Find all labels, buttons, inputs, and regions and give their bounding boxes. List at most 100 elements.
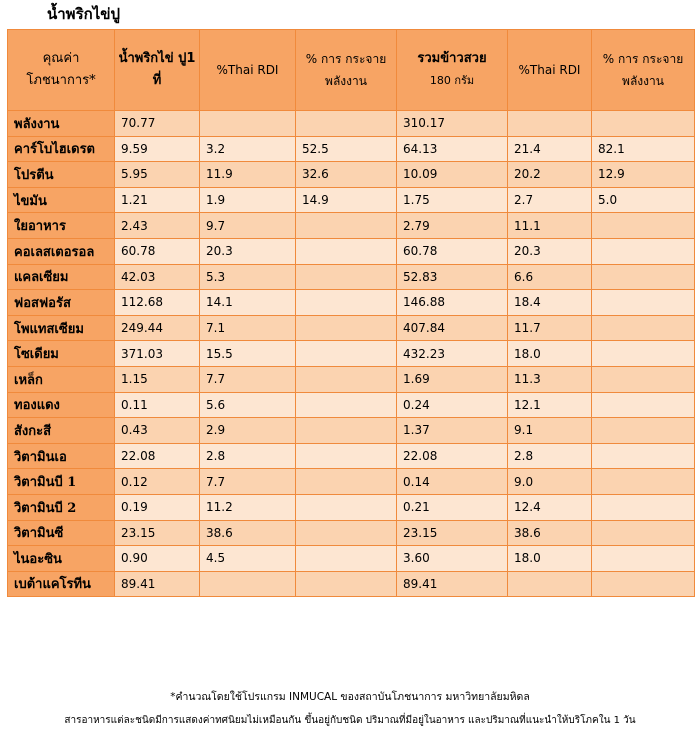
cell-food-value: 9.59 bbox=[114, 135, 200, 163]
cell-with-rice-value: 64.13 bbox=[396, 135, 508, 163]
cell-thai-rdi-1: 4.5 bbox=[199, 545, 296, 572]
cell-thai-rdi-1: 38.6 bbox=[199, 519, 296, 547]
cell-food-value: 42.03 bbox=[114, 263, 200, 291]
cell-thai-rdi-1: 9.7 bbox=[199, 212, 296, 239]
table-row: วิตามินเอ 22.08 2.8 22.08 2.8 bbox=[7, 442, 695, 470]
cell-thai-rdi-2: 21.4 bbox=[507, 135, 592, 163]
cell-with-rice-value: 0.24 bbox=[396, 391, 508, 419]
cell-food-value: 70.77 bbox=[114, 110, 200, 137]
header-energy-distribution-1: % การ กระจาย พลังงาน bbox=[295, 29, 397, 111]
cell-energy-dist-2 bbox=[591, 442, 695, 470]
table-row: คอเลสเตอรอล 60.78 20.3 60.78 20.3 bbox=[7, 237, 695, 265]
cell-energy-dist-1 bbox=[295, 417, 397, 444]
header-thai-rdi-2: %Thai RDI bbox=[507, 29, 592, 111]
cell-energy-dist-2 bbox=[591, 314, 695, 342]
cell-food-value: 23.15 bbox=[114, 519, 200, 547]
table-row: ไนอะซิน 0.90 4.5 3.60 18.0 bbox=[7, 545, 695, 572]
cell-nutrient-name: โพแทสเซียม bbox=[7, 314, 115, 342]
cell-thai-rdi-2: 18.0 bbox=[507, 340, 592, 367]
cell-thai-rdi-2: 11.1 bbox=[507, 212, 592, 239]
cell-with-rice-value: 1.69 bbox=[396, 365, 508, 393]
cell-energy-dist-1: 32.6 bbox=[295, 161, 397, 188]
cell-energy-dist-1 bbox=[295, 314, 397, 342]
cell-thai-rdi-1: 7.1 bbox=[199, 314, 296, 342]
cell-thai-rdi-1: 15.5 bbox=[199, 340, 296, 367]
cell-thai-rdi-2: 12.1 bbox=[507, 391, 592, 419]
cell-nutrient-name: ไขมัน bbox=[7, 186, 115, 214]
cell-energy-dist-1 bbox=[295, 391, 397, 419]
cell-energy-dist-2 bbox=[591, 212, 695, 239]
cell-energy-dist-1 bbox=[295, 365, 397, 393]
cell-thai-rdi-2: 38.6 bbox=[507, 519, 592, 547]
cell-nutrient-name: สังกะสี bbox=[7, 417, 115, 444]
cell-with-rice-value: 0.14 bbox=[396, 468, 508, 495]
header-thai-rdi-1: %Thai RDI bbox=[199, 29, 296, 111]
cell-food-value: 22.08 bbox=[114, 442, 200, 470]
cell-energy-dist-1 bbox=[295, 340, 397, 367]
cell-energy-dist-1 bbox=[295, 110, 397, 137]
table-row: ไขมัน 1.21 1.9 14.9 1.75 2.7 5.0 bbox=[7, 186, 695, 214]
cell-thai-rdi-2: 18.4 bbox=[507, 289, 592, 316]
cell-nutrient-name: ฟอสฟอรัส bbox=[7, 289, 115, 316]
cell-energy-dist-1 bbox=[295, 442, 397, 470]
table-row: แคลเซียม 42.03 5.3 52.83 6.6 bbox=[7, 263, 695, 291]
cell-food-value: 112.68 bbox=[114, 289, 200, 316]
cell-nutrient-name: โซเดียม bbox=[7, 340, 115, 367]
header-with-rice-amount: 180 กรัม bbox=[429, 74, 475, 87]
cell-thai-rdi-2: 18.0 bbox=[507, 545, 592, 572]
table-row: เบต้าแคโรทีน 89.41 89.41 bbox=[7, 570, 695, 598]
cell-thai-rdi-1: 11.9 bbox=[199, 161, 296, 188]
cell-with-rice-value: 52.83 bbox=[396, 263, 508, 291]
cell-energy-dist-2 bbox=[591, 340, 695, 367]
cell-thai-rdi-2: 12.4 bbox=[507, 493, 592, 521]
cell-thai-rdi-1: 7.7 bbox=[199, 365, 296, 393]
cell-energy-dist-2 bbox=[591, 493, 695, 521]
cell-food-value: 249.44 bbox=[114, 314, 200, 342]
table-row: วิตามินบี 2 0.19 11.2 0.21 12.4 bbox=[7, 493, 695, 521]
cell-energy-dist-1 bbox=[295, 570, 397, 598]
cell-nutrient-name: แคลเซียม bbox=[7, 263, 115, 291]
page-title: น้ำพริกไข่ปู bbox=[47, 5, 121, 23]
cell-nutrient-name: ทองแดง bbox=[7, 391, 115, 419]
cell-with-rice-value: 22.08 bbox=[396, 442, 508, 470]
cell-energy-dist-2 bbox=[591, 289, 695, 316]
cell-thai-rdi-1 bbox=[199, 570, 296, 598]
footnote-source: *คำนวณโดยใช้โปรแกรม INMUCAL ของสถาบันโภช… bbox=[170, 691, 530, 703]
cell-energy-dist-1 bbox=[295, 519, 397, 547]
cell-with-rice-value: 1.37 bbox=[396, 417, 508, 444]
cell-thai-rdi-2: 9.0 bbox=[507, 468, 592, 495]
cell-with-rice-value: 407.84 bbox=[396, 314, 508, 342]
cell-thai-rdi-2 bbox=[507, 110, 592, 137]
cell-nutrient-name: เบต้าแคโรทีน bbox=[7, 570, 115, 598]
cell-energy-dist-2 bbox=[591, 365, 695, 393]
table-row: ฟอสฟอรัส 112.68 14.1 146.88 18.4 bbox=[7, 289, 695, 316]
table-row: โปรตีน 5.95 11.9 32.6 10.09 20.2 12.9 bbox=[7, 161, 695, 188]
cell-energy-dist-2: 5.0 bbox=[591, 186, 695, 214]
cell-food-value: 5.95 bbox=[114, 161, 200, 188]
cell-with-rice-value: 89.41 bbox=[396, 570, 508, 598]
cell-with-rice-value: 3.60 bbox=[396, 545, 508, 572]
cell-thai-rdi-1: 11.2 bbox=[199, 493, 296, 521]
cell-energy-dist-2 bbox=[591, 570, 695, 598]
cell-with-rice-value: 23.15 bbox=[396, 519, 508, 547]
cell-energy-dist-1 bbox=[295, 545, 397, 572]
cell-food-value: 0.43 bbox=[114, 417, 200, 444]
cell-energy-dist-1 bbox=[295, 237, 397, 265]
cell-thai-rdi-2 bbox=[507, 570, 592, 598]
table-row: ใยอาหาร 2.43 9.7 2.79 11.1 bbox=[7, 212, 695, 239]
table-row: สังกะสี 0.43 2.9 1.37 9.1 bbox=[7, 417, 695, 444]
table-row: วิตามินซี 23.15 38.6 23.15 38.6 bbox=[7, 519, 695, 547]
header-with-rice: รวมข้าวสวย 180 กรัม bbox=[396, 29, 508, 111]
table-row: เหล็ก 1.15 7.7 1.69 11.3 bbox=[7, 365, 695, 393]
cell-energy-dist-2: 12.9 bbox=[591, 161, 695, 188]
cell-with-rice-value: 146.88 bbox=[396, 289, 508, 316]
nutrition-table: คุณค่า โภชนาการ* น้ำพริกไข่ ปู1 ที่ %Tha… bbox=[7, 29, 695, 598]
cell-energy-dist-2 bbox=[591, 391, 695, 419]
cell-nutrient-name: คาร์โบไฮเดรต bbox=[7, 135, 115, 163]
cell-thai-rdi-1: 3.2 bbox=[199, 135, 296, 163]
cell-food-value: 60.78 bbox=[114, 237, 200, 265]
cell-thai-rdi-1: 14.1 bbox=[199, 289, 296, 316]
cell-thai-rdi-1: 7.7 bbox=[199, 468, 296, 495]
cell-thai-rdi-1: 20.3 bbox=[199, 237, 296, 265]
cell-thai-rdi-2: 11.3 bbox=[507, 365, 592, 393]
